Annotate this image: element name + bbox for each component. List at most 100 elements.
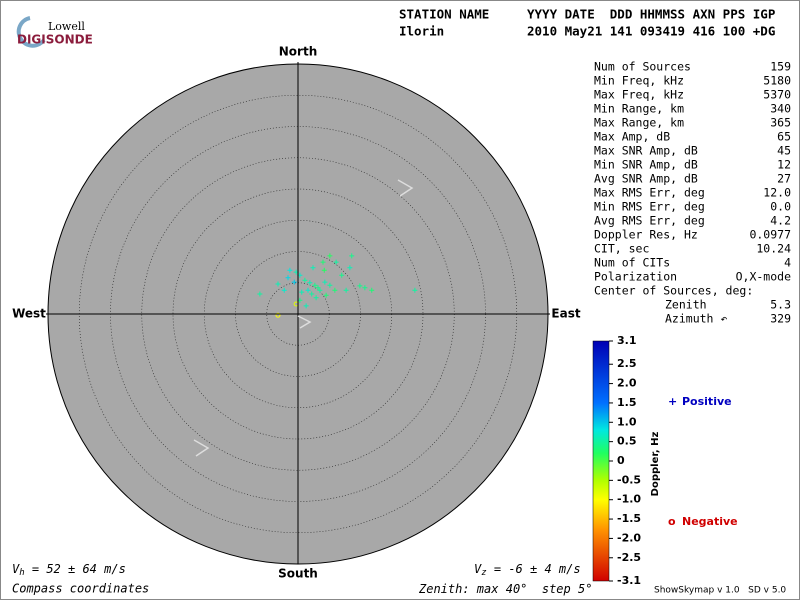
- chevron: [397, 179, 414, 197]
- source-positive: [339, 272, 345, 278]
- legend-marker: +: [668, 395, 677, 408]
- station: Ilorin: [399, 24, 444, 39]
- source-positive: [412, 287, 418, 293]
- stat-value: 340: [770, 102, 791, 116]
- logo-bottom: DIGISONDE: [17, 33, 93, 47]
- stat-value: 65: [777, 130, 791, 144]
- stat-label: Max Freq, kHz: [594, 88, 684, 102]
- source-positive: [313, 295, 319, 301]
- colorbar-tick-label: -2.5: [617, 551, 641, 564]
- version: ShowSkymap v 1.0 SD v 5.0: [654, 586, 786, 596]
- stat-value: 159: [770, 60, 791, 74]
- colorbar-tick-label: 2.5: [617, 357, 637, 370]
- source-positive: [287, 267, 293, 273]
- center-value: 329: [770, 312, 791, 326]
- source-positive: [362, 285, 368, 291]
- stat-value: 45: [777, 144, 791, 158]
- colorbar-tick-label: 1.5: [617, 396, 637, 409]
- colorbar-title: Doppler, Hz: [650, 432, 661, 497]
- stat-value: 12.0: [763, 186, 791, 200]
- center-label: Zenith: [665, 298, 707, 312]
- colorbar-tick-label: 1.0: [617, 415, 637, 428]
- source-positive: [315, 285, 321, 291]
- vh: Vh = 52 ± 64 m/s: [12, 562, 126, 578]
- stat-label: Min RMS Err, deg: [594, 200, 705, 214]
- colorbar-tick-label: -1.0: [617, 493, 641, 506]
- stat-value: 0.0: [770, 200, 791, 214]
- colorbar-tick-label: -2.0: [617, 531, 641, 544]
- source-positive: [357, 283, 363, 289]
- colorbar-tick-label: 2.0: [617, 377, 637, 390]
- stat-label: Avg SNR Amp, dB: [594, 172, 698, 186]
- stat-label: Polarization: [594, 270, 677, 284]
- stat-label: Avg RMS Err, deg: [594, 214, 705, 228]
- source-positive: [307, 280, 313, 286]
- south-label: South: [278, 567, 318, 581]
- source-positive: [320, 259, 326, 265]
- source-positive: [310, 265, 316, 271]
- source-positive: [327, 253, 333, 259]
- stat-label: Num of CITs: [594, 256, 670, 270]
- north-label: North: [279, 45, 317, 59]
- legend-label: Positive: [682, 395, 732, 408]
- legend-marker: o: [668, 515, 676, 528]
- stat-value: O,X-mode: [736, 270, 791, 284]
- source-positive: [281, 287, 287, 293]
- station-label: STATION NAME: [399, 7, 489, 22]
- source-positive: [303, 303, 309, 309]
- source-negative: [275, 312, 281, 318]
- logo-swoosh: [16, 16, 46, 48]
- source-positive: [257, 291, 263, 297]
- west-label: West: [12, 307, 46, 321]
- stat-value: 0.0977: [749, 228, 791, 242]
- vz: Vz = -6 ± 4 m/s: [474, 562, 581, 578]
- source-positive: [332, 287, 338, 293]
- source-positive: [305, 287, 311, 293]
- source-positive: [312, 282, 318, 288]
- east-label: East: [551, 307, 580, 321]
- source-positive: [291, 279, 297, 285]
- stat-value: 4: [784, 256, 791, 270]
- center-label: Azimuth ↶: [665, 312, 727, 326]
- colorbar-tick-label: -0.5: [617, 473, 641, 486]
- stat-value: 5370: [763, 88, 791, 102]
- colorbar: [592, 340, 610, 582]
- stat-value: 5180: [763, 74, 791, 88]
- source-positive: [343, 287, 349, 293]
- center-title: Center of Sources, deg:: [594, 284, 753, 298]
- source-positive: [349, 253, 355, 259]
- stat-label: Num of Sources: [594, 60, 691, 74]
- source-positive: [323, 292, 329, 298]
- stat-label: CIT, sec: [594, 242, 649, 256]
- chevron: [297, 315, 312, 329]
- colorbar-tick-label: -1.5: [617, 512, 641, 525]
- source-positive: [369, 287, 375, 293]
- stat-value: 4.2: [770, 214, 791, 228]
- source-positive: [285, 275, 291, 281]
- stat-label: Min Range, km: [594, 102, 684, 116]
- legend-label: Negative: [682, 515, 738, 528]
- chevron: [193, 439, 210, 457]
- coords-note: Compass coordinates: [12, 582, 149, 596]
- source-positive: [327, 282, 333, 288]
- stat-value: 10.24: [756, 242, 791, 256]
- stat-label: Doppler Res, Hz: [594, 228, 698, 242]
- colorbar-tick-label: 0: [617, 454, 625, 467]
- stat-label: Min Freq, kHz: [594, 74, 684, 88]
- center-value: 5.3: [770, 298, 791, 312]
- stat-value: 27: [777, 172, 791, 186]
- zenith-note: Zenith: max 40° step 5°: [418, 582, 592, 596]
- colorbar-tick-label: -3.1: [617, 574, 641, 587]
- source-positive: [302, 277, 308, 283]
- stat-label: Min SNR Amp, dB: [594, 158, 698, 172]
- source-positive: [333, 259, 339, 265]
- source-positive: [309, 291, 315, 297]
- stat-label: Max RMS Err, deg: [594, 186, 705, 200]
- overlay: [46, 62, 550, 564]
- source-positive: [347, 265, 353, 271]
- logo-top: Lowell: [48, 20, 85, 33]
- colorbar-tick-label: 0.5: [617, 435, 637, 448]
- stat-label: Max Range, km: [594, 116, 684, 130]
- stat-label: Max Amp, dB: [594, 130, 670, 144]
